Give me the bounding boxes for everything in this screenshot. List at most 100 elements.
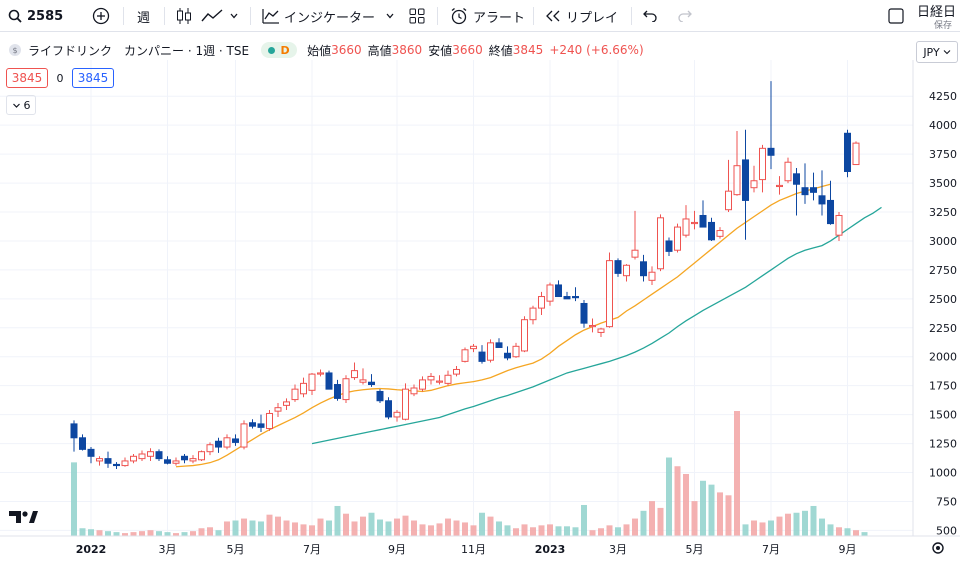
candle (478, 345, 486, 364)
candle (546, 282, 554, 306)
volume-bar (207, 527, 213, 536)
candle-body (155, 451, 163, 460)
alert-button[interactable]: アラート (450, 0, 525, 32)
candle (648, 266, 656, 285)
redo-button[interactable] (678, 0, 692, 32)
volume-bar (71, 462, 77, 536)
candle (317, 369, 324, 377)
candle-body (725, 190, 732, 211)
indicators-toggle[interactable]: 6 (6, 95, 36, 115)
candle (801, 163, 809, 204)
candle-body (130, 455, 137, 462)
volume-bar (700, 480, 706, 536)
candle-body (79, 437, 86, 450)
indicators-button[interactable]: インジケーター (262, 0, 395, 32)
volume-bar (241, 518, 247, 536)
volume-bar (368, 512, 375, 536)
candle (852, 141, 860, 166)
candle (818, 170, 826, 216)
volume-bar (581, 504, 587, 536)
symbol-logo-icon: $ (9, 44, 21, 56)
symbol-code: 2585 (27, 8, 64, 24)
chevron-down-icon (230, 13, 238, 19)
candle (410, 384, 418, 397)
price-tick-label: 2750 (929, 264, 957, 277)
interval-button[interactable]: 週 (137, 10, 151, 26)
candle-body (708, 221, 715, 241)
candle (138, 450, 146, 461)
volume-bar (105, 531, 111, 536)
candle-body (368, 381, 375, 386)
volume-bar (190, 531, 196, 536)
candle-body (206, 444, 214, 453)
candle-body (512, 345, 520, 358)
candle (155, 449, 163, 461)
candle (419, 376, 426, 392)
volume-bar (113, 532, 120, 536)
volume-bar (827, 524, 834, 536)
candle (810, 172, 817, 201)
candle (674, 223, 681, 253)
svg-text:$: $ (12, 46, 17, 55)
candle (631, 210, 639, 260)
candle (623, 264, 630, 282)
volume-bar (640, 510, 647, 536)
symbol-search[interactable]: 2585 (8, 0, 63, 32)
compare-symbol-button[interactable] (92, 0, 110, 32)
candle-body (113, 463, 120, 467)
volume-bar (606, 525, 613, 536)
candle (189, 455, 197, 464)
candle (572, 287, 579, 302)
close-label: 終値 (488, 43, 513, 58)
layout-name[interactable]: 日経日 (917, 4, 957, 20)
candle (487, 339, 494, 363)
candle-body (266, 412, 273, 430)
candle (96, 456, 103, 466)
candle-body (376, 390, 384, 402)
candle-type-button[interactable] (176, 0, 192, 32)
replay-button[interactable]: リプレイ (545, 0, 618, 32)
market-status-badge[interactable]: D (261, 42, 298, 58)
undo-button[interactable] (643, 0, 657, 32)
currency-selector[interactable]: JPY (916, 41, 958, 63)
candle (104, 451, 112, 468)
candle (351, 362, 358, 380)
candle (640, 254, 647, 282)
tradingview-logo (9, 511, 38, 523)
volume-bar (708, 484, 715, 536)
volume-bar (751, 520, 757, 536)
volume-bar (844, 528, 851, 536)
candle-body (521, 319, 528, 352)
ask-price[interactable]: 3845 (72, 68, 114, 88)
volume-bar (292, 522, 298, 536)
save-label[interactable]: 保存 (934, 20, 953, 31)
volume-bar (564, 526, 570, 536)
candle (665, 237, 673, 257)
layout-checkbox[interactable] (888, 0, 904, 32)
settings-gear-icon[interactable] (932, 542, 944, 554)
time-tick-label: 2023 (535, 543, 566, 556)
candle (368, 374, 375, 387)
chevron-down-icon (386, 13, 394, 19)
time-tick-label: 5月 (686, 543, 704, 556)
candle-body (529, 307, 537, 321)
layout-button[interactable] (409, 0, 425, 32)
moving-averages (175, 183, 882, 468)
line-chart-button[interactable] (201, 0, 223, 32)
symbol-full-name[interactable]: ライフドリンク カンパニー · 1週 · TSE (28, 43, 250, 58)
volume-bar (776, 516, 783, 536)
undo-icon (643, 10, 657, 22)
volume-bar (615, 527, 621, 536)
volume-bar (785, 513, 791, 536)
volume-bar (649, 501, 655, 536)
candle-body (70, 423, 78, 439)
candle (606, 252, 613, 328)
chart-type-dropdown[interactable] (229, 0, 239, 32)
candle (691, 210, 698, 230)
bid-price[interactable]: 3845 (6, 68, 48, 88)
candle-body (495, 342, 503, 348)
candle-body (827, 199, 834, 225)
candle (172, 457, 180, 466)
candle (300, 377, 307, 398)
